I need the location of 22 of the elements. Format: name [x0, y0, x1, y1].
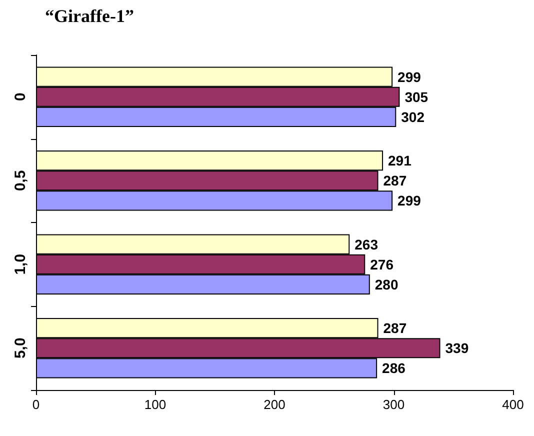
x-tick-label: 0 — [32, 397, 40, 412]
x-tick-label: 400 — [502, 397, 524, 412]
x-tick-label: 300 — [382, 397, 405, 412]
data-label: 302 — [401, 108, 425, 125]
data-label: 299 — [398, 192, 422, 209]
data-label: 299 — [398, 68, 422, 85]
data-label: 263 — [354, 236, 378, 252]
x-tick-label: 100 — [144, 397, 166, 412]
data-label: 291 — [388, 152, 412, 169]
y-tick-label: 0 — [12, 92, 29, 102]
data-label: 339 — [445, 340, 469, 356]
data-label: 305 — [404, 88, 428, 105]
data-label: 287 — [383, 172, 407, 189]
y-tick-label: 0,5 — [12, 170, 29, 192]
data-label: 286 — [382, 360, 406, 376]
data-label: 280 — [374, 276, 398, 292]
x-tick-label: 200 — [264, 397, 286, 412]
y-tick-label: 1,0 — [12, 254, 29, 275]
data-label: 287 — [383, 320, 407, 336]
y-tick-label: 5,0 — [12, 338, 29, 359]
chart-title: “Giraffe-1” — [45, 6, 134, 26]
data-label: 276 — [370, 256, 394, 272]
